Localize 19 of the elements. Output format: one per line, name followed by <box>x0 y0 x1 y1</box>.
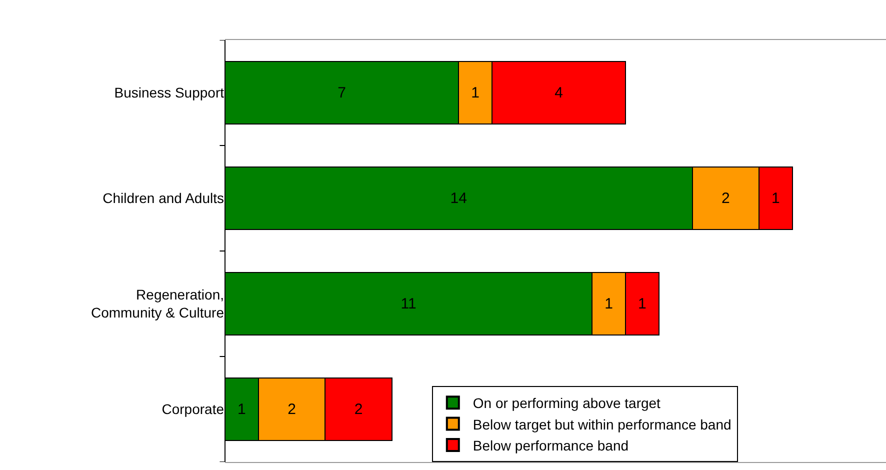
data-label: 11 <box>400 295 416 312</box>
data-label: 1 <box>772 190 780 207</box>
data-label: 2 <box>354 400 363 418</box>
y-tick-label: Children and Adults <box>102 190 224 206</box>
legend-label: Below performance band <box>472 437 629 454</box>
data-label: 2 <box>288 400 296 418</box>
legend-label: Below target but within performance band <box>472 416 732 432</box>
data-label: 1 <box>471 84 480 102</box>
y-tick-label: Regeneration, Community & Culture <box>90 286 224 321</box>
data-label: 1 <box>638 295 646 312</box>
data-label: 7 <box>338 84 346 102</box>
legend-label: On or performing above target <box>472 395 661 412</box>
data-label: 1 <box>238 400 246 418</box>
data-label: 4 <box>554 84 563 102</box>
data-label: 1 <box>604 295 613 312</box>
y-tick-label: Corporate <box>162 401 224 418</box>
y-tick-label: Business Support <box>114 84 224 101</box>
data-label: 14 <box>450 190 467 207</box>
data-label: 2 <box>721 190 730 207</box>
